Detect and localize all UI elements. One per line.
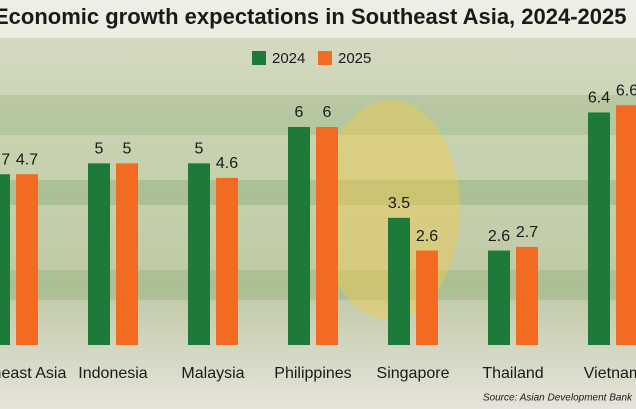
legend-label: 2024 (272, 50, 305, 67)
bar (388, 217, 410, 345)
legend-label: 2025 (338, 50, 371, 67)
legend-swatch (318, 51, 332, 65)
x-tick-label: Malaysia (181, 365, 244, 382)
source: Source: Asian Development Bank (483, 393, 633, 404)
bar (416, 250, 438, 345)
bar (188, 163, 210, 345)
x-tick-label: Southeast Asia (0, 365, 66, 382)
value-label: 6.4 (588, 90, 610, 107)
value-label: 5 (123, 141, 132, 158)
value-label: 4.7 (16, 151, 38, 168)
value-label: 5 (195, 141, 204, 158)
value-label: 2.7 (516, 224, 538, 241)
bar (16, 174, 38, 345)
title-band (0, 0, 636, 38)
x-tick-label: Thailand (482, 365, 543, 382)
value-label: 4.7 (0, 151, 10, 168)
value-label: 5 (95, 141, 104, 158)
bar (488, 250, 510, 345)
bar (316, 127, 338, 345)
bar (288, 127, 310, 345)
value-label: 4.6 (216, 155, 238, 172)
x-tick-label: Indonesia (78, 365, 147, 382)
value-label: 6 (295, 104, 304, 121)
legend-swatch (252, 51, 266, 65)
value-label: 2.6 (488, 228, 510, 245)
bar (216, 177, 238, 345)
bar (116, 163, 138, 345)
value-label: 2.6 (416, 228, 438, 245)
chart-title: Economic growth expectations in Southeas… (0, 4, 627, 29)
x-tick-label: Philippines (274, 365, 351, 382)
bar (616, 105, 636, 345)
value-label: 6.6 (616, 82, 636, 99)
bar (88, 163, 110, 345)
bar (588, 112, 610, 345)
x-tick-label: Vietnam (584, 365, 636, 382)
value-label: 6 (323, 104, 332, 121)
bar (0, 174, 10, 345)
bar (516, 246, 538, 345)
value-label: 3.5 (388, 195, 410, 212)
x-tick-label: Singapore (377, 365, 450, 382)
